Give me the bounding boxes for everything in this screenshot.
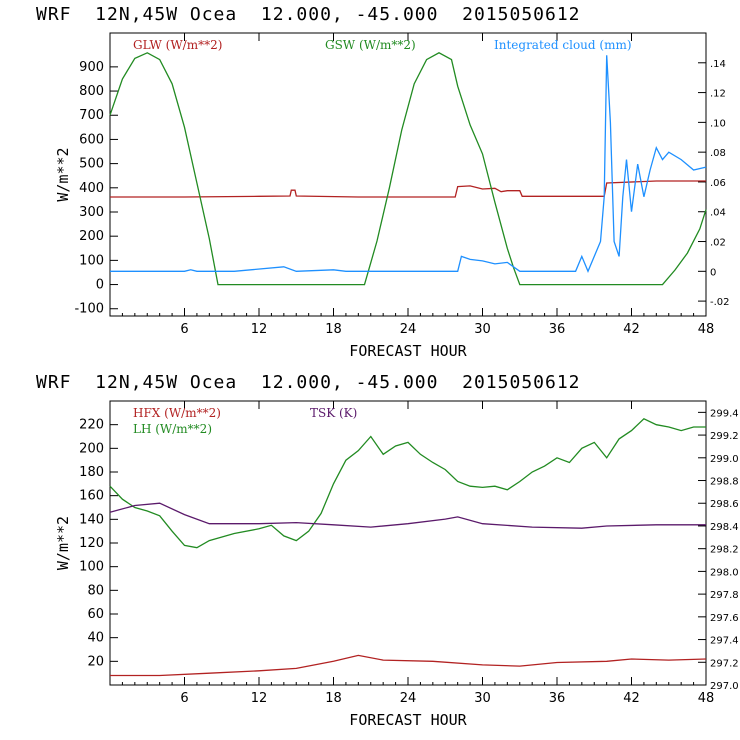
y2-tick-label: .04	[710, 208, 726, 219]
y-tick-label: 700	[79, 108, 104, 123]
x-tick-label: 12	[251, 691, 268, 706]
y2-tick-label: 298.8	[710, 477, 739, 488]
series-line-bottom-2	[109, 502, 706, 529]
y2-tick-label: 297.6	[710, 613, 739, 624]
x-tick-label: 6	[180, 691, 188, 706]
y2-tick-label: -.02	[710, 297, 730, 308]
x-tick-label: 18	[325, 691, 342, 706]
y2-tick-label: .10	[710, 118, 726, 129]
y-tick-label: -100	[74, 302, 104, 317]
y-tick-label: 0	[96, 278, 104, 293]
x-tick-label: 42	[623, 691, 640, 706]
y-tick-label: 200	[79, 229, 104, 244]
y-tick-label: 140	[79, 512, 104, 527]
legend-entry-bottom-1: LH (W/m**2)	[133, 422, 212, 436]
x-tick-label: 24	[400, 691, 417, 706]
y-tick-label: 800	[79, 84, 104, 99]
y2-tick-label: .02	[710, 238, 726, 249]
x-axis-title: FORECAST HOUR	[349, 711, 467, 729]
series-line-top-1	[109, 52, 707, 286]
y-tick-label: 100	[79, 560, 104, 575]
y-tick-label: 200	[79, 441, 104, 456]
y-tick-label: 600	[79, 132, 104, 147]
x-tick-label: 30	[474, 691, 491, 706]
y-axis-title: W/m**2	[54, 516, 72, 570]
x-tick-label: 6	[180, 322, 188, 337]
y-tick-label: 20	[87, 654, 104, 669]
x-tick-label: 24	[400, 322, 417, 337]
y-tick-label: 220	[79, 418, 104, 433]
x-tick-label: 36	[549, 691, 566, 706]
y-tick-label: 400	[79, 181, 104, 196]
y2-tick-label: 297.8	[710, 590, 739, 601]
series-line-top-0	[110, 180, 706, 198]
y2-tick-label: 299.4	[710, 408, 739, 419]
y-tick-label: 80	[87, 583, 104, 598]
legend-entry-top-1: GSW (W/m**2)	[325, 38, 416, 52]
legend-entry-top-2: Integrated cloud (mm)	[494, 38, 632, 52]
y-tick-label: 40	[87, 631, 104, 646]
legend-entry-bottom-2: TSK (K)	[310, 406, 357, 420]
y2-tick-label: 299.0	[710, 454, 739, 465]
legend-entry-bottom-0: HFX (W/m**2)	[133, 406, 221, 420]
y-axis-title: W/m**2	[54, 147, 72, 201]
y2-tick-label: .12	[710, 89, 726, 100]
x-tick-label: 36	[549, 322, 566, 337]
y2-tick-label: 298.6	[710, 499, 739, 510]
y2-tick-label: 298.2	[710, 545, 739, 556]
y-tick-label: 160	[79, 489, 104, 504]
y2-tick-label: 297.2	[710, 658, 739, 669]
series-line-bottom-0	[110, 654, 707, 677]
series-line-bottom-1	[109, 418, 706, 549]
y2-tick-label: .08	[710, 148, 726, 159]
x-tick-label: 48	[698, 691, 715, 706]
top-plot-frame	[109, 32, 707, 317]
x-tick-label: 18	[325, 322, 342, 337]
y2-tick-label: 0	[710, 267, 716, 278]
x-tick-label: 30	[474, 322, 491, 337]
y2-tick-label: 298.4	[710, 522, 739, 533]
y-tick-label: 100	[79, 253, 104, 268]
series-line-top-2	[110, 55, 707, 273]
x-tick-label: 42	[623, 322, 640, 337]
legend-entry-top-0: GLW (W/m**2)	[133, 38, 222, 52]
x-axis-title: FORECAST HOUR	[349, 342, 467, 360]
y-tick-label: 300	[79, 205, 104, 220]
y2-tick-label: .14	[710, 59, 726, 70]
y-tick-label: 900	[79, 60, 104, 75]
y-tick-label: 180	[79, 465, 104, 480]
top-chart-title: WRF 12N,45W Ocea 12.000, -45.000 2015050…	[36, 4, 581, 25]
y-tick-label: 120	[79, 536, 104, 551]
y-tick-label: 60	[87, 607, 104, 622]
x-tick-label: 48	[698, 322, 715, 337]
x-tick-label: 12	[251, 322, 268, 337]
bottom-chart: 6 12 18 24 30 36 42 48 20 40 60 80 100 120 140 160 180 20…	[54, 400, 739, 729]
y2-tick-label: 297.0	[710, 681, 739, 692]
y-tick-label: 500	[79, 157, 104, 172]
bottom-chart-title: WRF 12N,45W Ocea 12.000, -45.000 2015050…	[36, 372, 581, 393]
y2-tick-label: .06	[710, 178, 726, 189]
y2-tick-label: 297.4	[710, 636, 739, 647]
y2-tick-label: 299.2	[710, 431, 739, 442]
y2-tick-label: 298.0	[710, 567, 739, 578]
top-chart: 6 12 18 24 30 36 42 48 -100 0 100 200 300 400 500 600 70…	[54, 32, 730, 360]
